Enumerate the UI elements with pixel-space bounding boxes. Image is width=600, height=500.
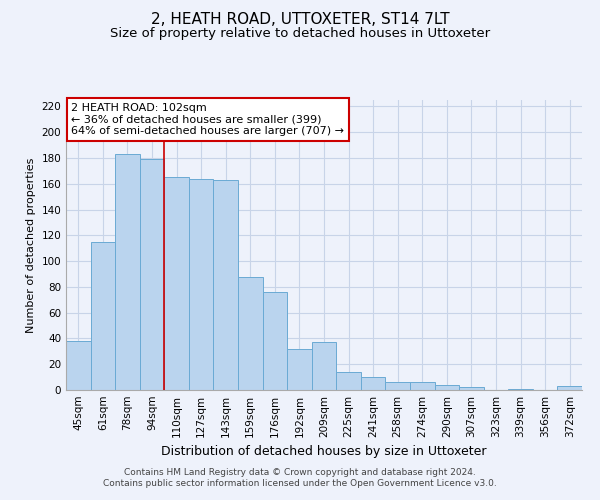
Text: 2, HEATH ROAD, UTTOXETER, ST14 7LT: 2, HEATH ROAD, UTTOXETER, ST14 7LT [151, 12, 449, 28]
Bar [508, 388, 533, 390]
X-axis label: Distribution of detached houses by size in Uttoxeter: Distribution of detached houses by size … [161, 446, 487, 458]
Bar [238, 276, 263, 390]
Bar [410, 382, 434, 390]
Bar [336, 372, 361, 390]
Bar [140, 160, 164, 390]
Bar [263, 292, 287, 390]
Bar [434, 385, 459, 390]
Bar [361, 377, 385, 390]
Bar [115, 154, 140, 390]
Bar [557, 386, 582, 390]
Text: Size of property relative to detached houses in Uttoxeter: Size of property relative to detached ho… [110, 28, 490, 40]
Bar [312, 342, 336, 390]
Bar [164, 178, 189, 390]
Bar [214, 180, 238, 390]
Text: 2 HEATH ROAD: 102sqm
← 36% of detached houses are smaller (399)
64% of semi-deta: 2 HEATH ROAD: 102sqm ← 36% of detached h… [71, 103, 344, 136]
Y-axis label: Number of detached properties: Number of detached properties [26, 158, 36, 332]
Bar [287, 349, 312, 390]
Bar [66, 341, 91, 390]
Bar [459, 388, 484, 390]
Text: Contains HM Land Registry data © Crown copyright and database right 2024.
Contai: Contains HM Land Registry data © Crown c… [103, 468, 497, 487]
Bar [385, 382, 410, 390]
Bar [91, 242, 115, 390]
Bar [189, 178, 214, 390]
